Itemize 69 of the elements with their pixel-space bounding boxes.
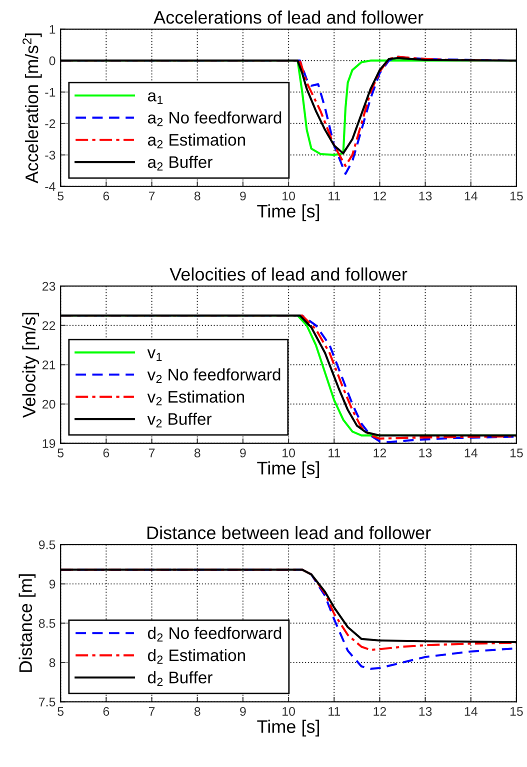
y-tick-label: -1 bbox=[45, 88, 56, 97]
x-axis-title: Time [s] bbox=[257, 720, 320, 737]
x-tick-label: 7 bbox=[148, 448, 155, 458]
y-axis-title: Distance [m] bbox=[18, 574, 36, 672]
legend-label: a$_{1}$ bbox=[148, 92, 163, 104]
x-tick-label: 12 bbox=[374, 192, 386, 200]
x-tick-label: 5 bbox=[58, 448, 64, 458]
y-tick-label: 21 bbox=[42, 360, 56, 370]
x-tick-label: 9 bbox=[240, 192, 246, 200]
y-tick-label: 1 bbox=[50, 25, 56, 34]
x-tick-label: 10 bbox=[282, 448, 295, 458]
x-tick-label: 15 bbox=[510, 707, 523, 716]
x-tick-label: 11 bbox=[328, 707, 340, 716]
x-tick-label: 8 bbox=[194, 192, 200, 200]
legend-label: v$_{2}$ Estimation bbox=[147, 390, 244, 406]
y-tick-label: 20 bbox=[42, 400, 56, 409]
legend-label: v$_{2}$ No feedforward bbox=[147, 368, 280, 384]
chart-title: Velocities of lead and follower bbox=[170, 267, 408, 281]
x-tick-label: 8 bbox=[194, 448, 200, 458]
x-tick-label: 14 bbox=[464, 192, 478, 200]
x-tick-label: 6 bbox=[103, 706, 110, 716]
y-axis-title: Velocity [m/s] bbox=[22, 312, 40, 418]
legend-label: v$_{1}$ bbox=[147, 349, 162, 361]
legend-label: d$_{2}$ No feedforward bbox=[148, 626, 282, 642]
y-tick-label: -4 bbox=[45, 182, 56, 191]
y-tick-label: -2 bbox=[45, 119, 56, 128]
x-tick-label: 10 bbox=[282, 192, 295, 200]
x-tick-label: 11 bbox=[328, 448, 340, 458]
legend-label: a$_{2}$ Estimation bbox=[148, 134, 245, 148]
legend-label: d$_{2}$ Estimation bbox=[148, 648, 245, 664]
x-tick-label: 5 bbox=[58, 707, 64, 716]
chart-title: Accelerations of lead and follower bbox=[154, 10, 424, 24]
y-tick-label: 22 bbox=[42, 321, 56, 330]
x-tick-label: 13 bbox=[419, 706, 432, 716]
x-axis-title: Time [s] bbox=[257, 204, 320, 222]
x-tick-label: 14 bbox=[464, 448, 478, 458]
y-tick-label: 19 bbox=[42, 439, 56, 448]
x-tick-label: 11 bbox=[328, 192, 340, 200]
y-tick-label: 8 bbox=[49, 658, 56, 668]
x-tick-label: 9 bbox=[240, 706, 246, 716]
x-tick-label: 7 bbox=[148, 192, 155, 200]
y-axis-title: Acceleration [m/s$^{2}$] bbox=[22, 34, 42, 184]
chart-title: Distance between lead and follower bbox=[147, 526, 431, 540]
x-tick-label: 13 bbox=[419, 448, 432, 458]
y-tick-label: 23 bbox=[42, 282, 56, 291]
x-tick-label: 14 bbox=[464, 707, 478, 716]
x-tick-label: 12 bbox=[374, 448, 386, 458]
y-tick-label: 8.5 bbox=[38, 618, 56, 628]
x-tick-label: 10 bbox=[282, 706, 295, 716]
x-tick-label: 12 bbox=[374, 706, 386, 716]
y-tick-label: 9 bbox=[49, 580, 56, 589]
y-tick-label: 9.5 bbox=[38, 540, 56, 550]
x-tick-label: 6 bbox=[103, 448, 110, 458]
y-tick-label: 0 bbox=[49, 56, 56, 66]
legend-label: d$_{2}$ Buffer bbox=[148, 671, 212, 686]
x-tick-label: 7 bbox=[148, 707, 155, 716]
y-tick-label: 7.5 bbox=[39, 698, 56, 706]
y-tick-label: -3 bbox=[45, 150, 56, 160]
x-tick-label: 15 bbox=[510, 448, 523, 458]
x-tick-label: 9 bbox=[240, 448, 246, 458]
x-tick-label: 13 bbox=[419, 192, 432, 200]
x-tick-label: 6 bbox=[103, 192, 110, 200]
legend-label: a$_{2}$ No feedforward bbox=[148, 111, 282, 126]
x-tick-label: 8 bbox=[194, 706, 200, 716]
legend-label: v$_{2}$ Buffer bbox=[147, 412, 212, 428]
x-axis-title: Time [s] bbox=[257, 461, 320, 478]
x-tick-label: 5 bbox=[58, 192, 64, 200]
legend-label: a$_{2}$ Buffer bbox=[148, 156, 212, 170]
x-tick-label: 15 bbox=[510, 192, 523, 200]
